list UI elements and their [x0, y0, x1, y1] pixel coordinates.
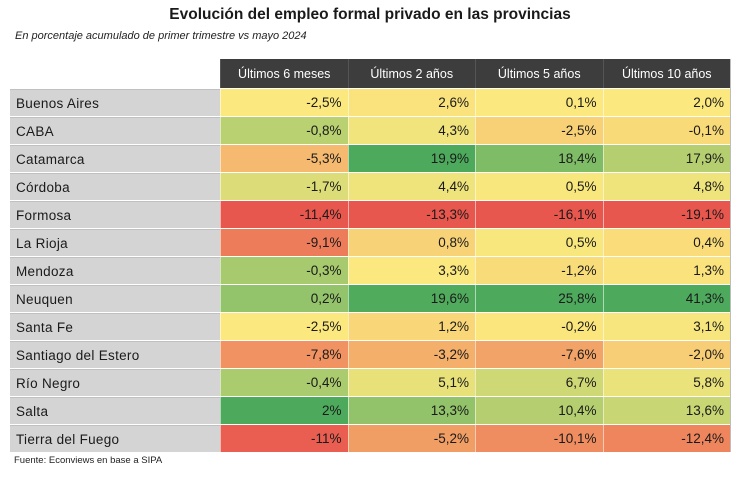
table-row: Tierra del Fuego -11% -5,2% -10,1% -12,4% [10, 424, 730, 452]
province-label: Formosa [10, 201, 220, 228]
value-cell: 2,6% [347, 89, 475, 116]
table-row: Catamarca -5,3% 19,9% 18,4% 17,9% [10, 144, 730, 172]
value-cell: -1,2% [475, 257, 603, 284]
value-cell: 3,3% [347, 257, 475, 284]
province-label: La Rioja [10, 229, 220, 256]
value-cell: 13,6% [602, 397, 730, 424]
province-label: Neuquen [10, 285, 220, 312]
header-corner [10, 59, 220, 88]
value-cell: -11% [220, 425, 348, 452]
heatmap-table: Últimos 6 meses Últimos 2 años Últimos 5… [10, 59, 731, 452]
value-cell: -0,1% [602, 117, 730, 144]
value-cell: 0,1% [475, 89, 603, 116]
province-label: Córdoba [10, 173, 220, 200]
province-label: Salta [10, 397, 220, 424]
table-subtitle: En porcentaje acumulado de primer trimes… [15, 30, 307, 42]
table-row: Santiago del Estero -7,8% -3,2% -7,6% -2,0% [10, 340, 730, 368]
value-cell: -0,3% [220, 257, 348, 284]
value-cell: 19,6% [347, 285, 475, 312]
column-header: Últimos 6 meses [220, 59, 348, 88]
source-note: Fuente: Econviews en base a SIPA [14, 455, 163, 466]
province-label: Santiago del Estero [10, 341, 220, 368]
value-cell: -5,2% [347, 425, 475, 452]
header-row: Últimos 6 meses Últimos 2 años Últimos 5… [10, 59, 730, 88]
table-row: Mendoza -0,3% 3,3% -1,2% 1,3% [10, 256, 730, 284]
value-cell: 0,4% [602, 229, 730, 256]
value-cell: 2% [220, 397, 348, 424]
value-cell: -1,7% [220, 173, 348, 200]
column-header: Últimos 5 años [475, 59, 603, 88]
table-row: Córdoba -1,7% 4,4% 0,5% 4,8% [10, 172, 730, 200]
value-cell: 41,3% [602, 285, 730, 312]
value-cell: -2,0% [602, 341, 730, 368]
value-cell: -0,8% [220, 117, 348, 144]
table-title: Evolución del empleo formal privado en l… [169, 6, 571, 23]
value-cell: 1,3% [602, 257, 730, 284]
value-cell: -9,1% [220, 229, 348, 256]
value-cell: -0,4% [220, 369, 348, 396]
table-row: Neuquen 0,2% 19,6% 25,8% 41,3% [10, 284, 730, 312]
table-row: CABA -0,8% 4,3% -2,5% -0,1% [10, 116, 730, 144]
value-cell: 0,5% [475, 173, 603, 200]
value-cell: 0,2% [220, 285, 348, 312]
value-cell: 13,3% [347, 397, 475, 424]
province-label: Mendoza [10, 257, 220, 284]
value-cell: 10,4% [475, 397, 603, 424]
value-cell: 0,8% [347, 229, 475, 256]
table-row: La Rioja -9,1% 0,8% 0,5% 0,4% [10, 228, 730, 256]
value-cell: -2,5% [475, 117, 603, 144]
province-label: Tierra del Fuego [10, 425, 220, 452]
value-cell: -3,2% [347, 341, 475, 368]
value-cell: 17,9% [602, 145, 730, 172]
province-label: Santa Fe [10, 313, 220, 340]
province-label: Buenos Aires [10, 89, 220, 116]
table-row: Buenos Aires -2,5% 2,6% 0,1% 2,0% [10, 88, 730, 116]
table-body: Buenos Aires -2,5% 2,6% 0,1% 2,0% CABA -0,8% 4,… [10, 88, 730, 452]
value-cell: -5,3% [220, 145, 348, 172]
value-cell: 18,4% [475, 145, 603, 172]
value-cell: 4,4% [347, 173, 475, 200]
value-cell: -12,4% [602, 425, 730, 452]
table-row: Río Negro -0,4% 5,1% 6,7% 5,8% [10, 368, 730, 396]
province-label: CABA [10, 117, 220, 144]
value-cell: 5,1% [347, 369, 475, 396]
column-header: Últimos 10 años [602, 59, 730, 88]
table-row: Salta 2% 13,3% 10,4% 13,6% [10, 396, 730, 424]
value-cell: -7,6% [475, 341, 603, 368]
value-cell: -16,1% [475, 201, 603, 228]
value-cell: 1,2% [347, 313, 475, 340]
value-cell: 2,0% [602, 89, 730, 116]
value-cell: 3,1% [602, 313, 730, 340]
value-cell: -0,2% [475, 313, 603, 340]
value-cell: 0,5% [475, 229, 603, 256]
value-cell: 4,3% [347, 117, 475, 144]
value-cell: 4,8% [602, 173, 730, 200]
value-cell: 5,8% [602, 369, 730, 396]
value-cell: 19,9% [347, 145, 475, 172]
table-row: Formosa -11,4% -13,3% -16,1% -19,1% [10, 200, 730, 228]
column-header: Últimos 2 años [347, 59, 475, 88]
value-cell: 25,8% [475, 285, 603, 312]
value-cell: 6,7% [475, 369, 603, 396]
table-row: Santa Fe -2,5% 1,2% -0,2% 3,1% [10, 312, 730, 340]
value-cell: -10,1% [475, 425, 603, 452]
province-label: Río Negro [10, 369, 220, 396]
value-cell: -11,4% [220, 201, 348, 228]
value-cell: -2,5% [220, 313, 348, 340]
province-label: Catamarca [10, 145, 220, 172]
value-cell: -13,3% [347, 201, 475, 228]
value-cell: -19,1% [602, 201, 730, 228]
value-cell: -7,8% [220, 341, 348, 368]
value-cell: -2,5% [220, 89, 348, 116]
